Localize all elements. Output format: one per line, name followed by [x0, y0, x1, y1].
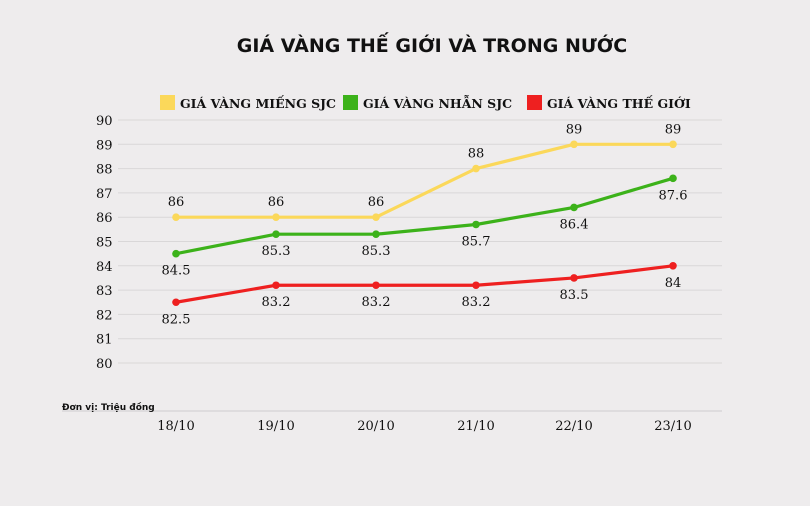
- legend-label: GIÁ VÀNG MIẾNG SJC: [180, 94, 336, 111]
- data-label: 86: [368, 195, 385, 210]
- legend-label: GIÁ VÀNG THẾ GIỚI: [547, 94, 691, 111]
- data-label: 83.5: [560, 288, 589, 303]
- data-point: [472, 281, 480, 290]
- data-point: [570, 274, 578, 282]
- unit-note: Đơn vị: Triệu đồng: [62, 402, 155, 413]
- chart-series: 86 86 86 88 89 89 84.5 85.3 85.3 85.7 86.4 87.6 82.5…: [162, 122, 688, 327]
- y-tick-label: 90: [96, 114, 113, 129]
- data-label: 86: [268, 195, 285, 210]
- data-point: [172, 298, 180, 307]
- data-point: [372, 281, 380, 290]
- y-tick-label: 81: [96, 333, 113, 348]
- y-tick-label: 86: [96, 211, 113, 226]
- series-line: [174, 142, 675, 219]
- y-tick-label: 80: [96, 357, 113, 372]
- x-tick-label: 20/10: [357, 419, 394, 434]
- data-label: 83.2: [462, 295, 491, 310]
- x-tick-label: 18/10: [157, 419, 194, 434]
- data-point: [172, 213, 180, 221]
- legend-label: GIÁ VÀNG NHẪN SJC: [363, 94, 512, 111]
- data-label: 85.3: [362, 244, 391, 259]
- x-axis: 18/10 19/10 20/10 21/10 22/10 23/10: [157, 419, 691, 434]
- series-line: [174, 264, 675, 304]
- data-label: 83.2: [262, 295, 291, 310]
- data-label: 85.3: [262, 244, 291, 259]
- series-group: 82.5 83.2 83.2 83.2 83.5 84: [162, 262, 682, 327]
- x-tick-label: 19/10: [257, 419, 294, 434]
- data-point: [669, 174, 677, 183]
- legend-item: GIÁ VÀNG NHẪN SJC: [343, 94, 512, 111]
- data-label: 88: [468, 147, 485, 162]
- legend-item: GIÁ VÀNG THẾ GIỚI: [527, 94, 691, 111]
- data-point: [272, 281, 280, 290]
- y-axis: 80 81 82 83 84 85 86 87 88 89 90: [96, 114, 113, 372]
- data-label: 86: [168, 195, 185, 210]
- y-tick-label: 84: [96, 260, 113, 275]
- data-point: [372, 230, 380, 239]
- chart-title: GIÁ VÀNG THẾ GIỚI VÀ TRONG NƯỚC: [237, 31, 628, 57]
- y-tick-label: 85: [96, 236, 113, 251]
- y-tick-label: 88: [96, 163, 113, 178]
- data-label: 82.5: [162, 312, 191, 327]
- data-point: [372, 213, 380, 221]
- series-group: 86 86 86 88 89 89: [168, 122, 682, 221]
- data-label: 84: [665, 276, 682, 291]
- data-point: [570, 140, 578, 149]
- data-label: 84.5: [162, 264, 191, 279]
- data-label: 83.2: [362, 295, 391, 310]
- series-line: [174, 176, 675, 256]
- data-label: 89: [566, 122, 583, 137]
- y-tick-label: 82: [96, 308, 113, 323]
- data-point: [570, 203, 578, 212]
- data-point: [272, 230, 280, 239]
- data-point: [472, 220, 480, 229]
- data-point: [669, 140, 677, 149]
- series-group: 84.5 85.3 85.3 85.7 86.4 87.6: [162, 174, 688, 279]
- data-label: 86.4: [560, 217, 589, 232]
- data-point: [172, 249, 180, 258]
- data-label: 85.7: [462, 234, 491, 249]
- legend-swatch: [160, 95, 175, 110]
- x-tick-label: 23/10: [654, 419, 691, 434]
- data-point: [472, 164, 480, 173]
- y-tick-label: 89: [96, 138, 113, 153]
- legend-item: GIÁ VÀNG MIẾNG SJC: [160, 94, 336, 111]
- data-point: [669, 262, 677, 270]
- data-label: 87.6: [659, 188, 688, 203]
- data-label: 89: [665, 122, 682, 137]
- y-tick-label: 83: [96, 284, 113, 299]
- x-tick-label: 21/10: [457, 419, 494, 434]
- legend-swatch: [343, 95, 358, 110]
- data-point: [272, 213, 280, 221]
- legend-swatch: [527, 95, 542, 110]
- chart-legend: GIÁ VÀNG MIẾNG SJC GIÁ VÀNG NHẪN SJC GIÁ V…: [160, 94, 691, 111]
- x-tick-label: 22/10: [555, 419, 592, 434]
- y-tick-label: 87: [96, 187, 113, 202]
